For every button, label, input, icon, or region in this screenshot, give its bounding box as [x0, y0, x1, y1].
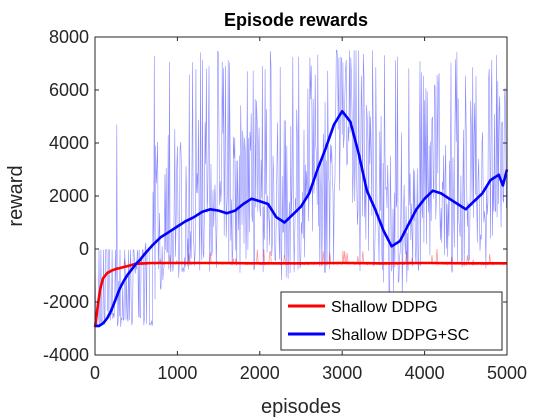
series-lines — [93, 109, 509, 328]
x-axis-label: episodes — [261, 396, 341, 418]
y-tick-label: 4000 — [49, 133, 89, 153]
x-tick-label: 3000 — [322, 363, 362, 383]
legend: Shallow DDPG Shallow DDPG+SC — [280, 291, 503, 351]
y-tick-label: 6000 — [49, 80, 89, 100]
y-tick-label: 0 — [79, 239, 89, 259]
legend-box — [280, 291, 503, 351]
chart-title: Episode rewards — [224, 10, 368, 30]
shallow-ddpg-sc-line — [95, 109, 509, 328]
y-axis-ticks: -4000 -2000 0 2000 4000 6000 8000 — [43, 27, 507, 365]
y-tick-label: -2000 — [43, 292, 89, 312]
x-tick-label: 0 — [90, 363, 100, 383]
legend-label-shallow-ddpg: Shallow DDPG — [331, 299, 438, 316]
legend-label-shallow-ddpg-sc: Shallow DDPG+SC — [331, 327, 469, 344]
x-axis-ticks: 0 1000 2000 3000 4000 5000 — [90, 37, 527, 383]
shallow-ddpg-sc-raw-trace — [94, 50, 508, 328]
x-tick-label: 1000 — [157, 363, 197, 383]
x-tick-label: 4000 — [405, 363, 445, 383]
x-tick-label: 5000 — [487, 363, 527, 383]
y-tick-label: 2000 — [49, 186, 89, 206]
y-tick-label: -4000 — [43, 345, 89, 365]
x-tick-label: 2000 — [240, 363, 280, 383]
y-tick-label: 8000 — [49, 27, 89, 47]
y-axis-label: reward — [5, 165, 27, 226]
